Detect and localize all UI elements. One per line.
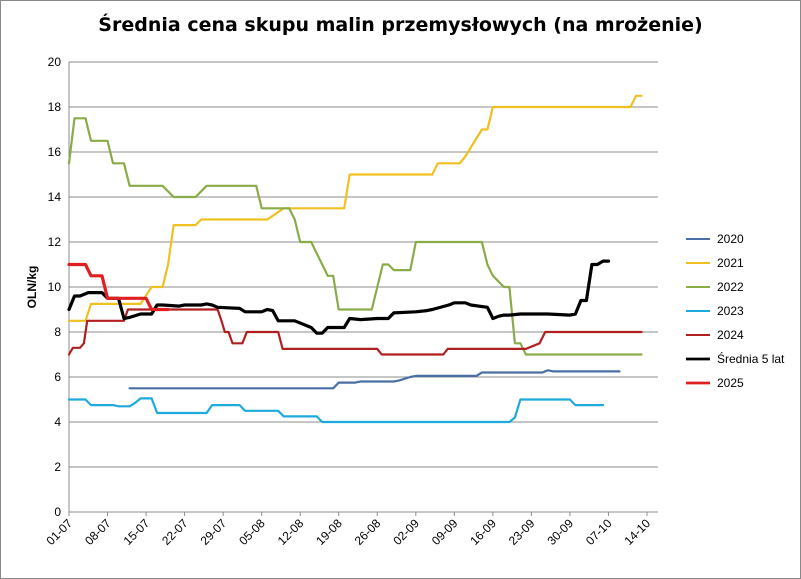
y-tick-label: 6	[54, 370, 61, 384]
x-tick-label: 08-07	[82, 516, 114, 548]
y-axis-label: OLN/kg	[25, 266, 39, 309]
legend-label: Średnia 5 lat	[717, 351, 785, 366]
x-tick-label: 23-09	[506, 516, 538, 548]
x-tick-label: 19-08	[313, 516, 345, 548]
legend-label: 2022	[717, 280, 744, 294]
x-tick-label: 09-09	[429, 516, 461, 548]
y-tick-label: 0	[54, 505, 61, 519]
y-tick-label: 12	[48, 235, 62, 249]
x-tick-label: 05-08	[236, 516, 268, 548]
legend-label: 2021	[717, 256, 744, 270]
series-line-2024	[67, 308, 643, 356]
x-tick-label: 26-08	[352, 516, 384, 548]
x-tick-label: 30-09	[544, 516, 576, 548]
y-tick-label: 14	[48, 190, 62, 204]
legend-label: 2025	[717, 376, 744, 390]
x-tick-label: 14-10	[622, 516, 654, 548]
series-line-2021	[67, 94, 643, 322]
axes	[68, 62, 658, 516]
chart-title: Średnia cena skupu malin przemysłowych (…	[98, 14, 703, 36]
series-line-2023	[67, 397, 605, 424]
y-tick-label: 20	[48, 55, 62, 69]
y-tick-label: 18	[48, 100, 62, 114]
legend-label: 2023	[717, 304, 744, 318]
x-tick-label: 12-08	[275, 516, 307, 548]
x-tick-label: 16-09	[467, 516, 499, 548]
x-tick-label: 02-09	[390, 516, 422, 548]
series-line--rednia-5-lat	[67, 259, 611, 335]
series-lines	[67, 94, 643, 424]
legend-label: 2020	[717, 232, 744, 246]
series-line-2022	[67, 117, 643, 356]
gridlines	[69, 61, 658, 468]
legend: 2020 2021 2022 2023 2024 Średnia 5 lat 2025	[686, 232, 785, 390]
y-tick-label: 16	[48, 145, 62, 159]
x-tick-label: 22-07	[159, 516, 191, 548]
x-tick-label: 01-07	[44, 516, 76, 548]
x-tick-labels: 01-07 08-07 15-07 22-07 29-07 05-08 12-08 19-08…	[44, 516, 654, 548]
legend-label: 2024	[717, 328, 744, 342]
x-tick-label: 15-07	[121, 516, 153, 548]
series-line-2025	[67, 262, 170, 312]
series-line-2020	[128, 369, 621, 390]
y-tick-label: 8	[54, 325, 61, 339]
x-tick-label: 29-07	[198, 516, 230, 548]
y-tick-label: 4	[54, 415, 61, 429]
x-tick-label: 07-10	[583, 516, 615, 548]
y-tick-labels: 0 2 4 6 8 10 12 14 16 18 20	[48, 55, 62, 519]
y-tick-label: 2	[54, 460, 61, 474]
y-tick-label: 10	[48, 280, 62, 294]
